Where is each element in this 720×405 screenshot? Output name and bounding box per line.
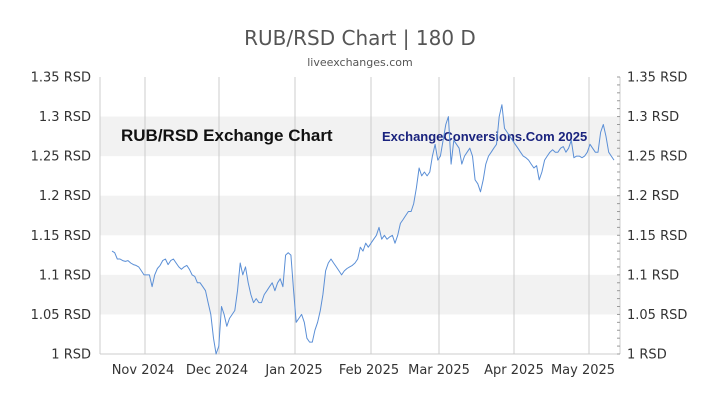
y-tick-label-left: 1.15 RSD [31, 229, 91, 244]
y-tick-label-right: 1.15 RSD [627, 229, 687, 244]
y-tick-label-right: 1 RSD [627, 348, 667, 363]
y-tick-label-left: 1.2 RSD [39, 189, 91, 204]
axes [99, 76, 621, 355]
y-tick-label-left: 1.3 RSD [39, 110, 91, 125]
y-tick-label-left: 1.35 RSD [31, 71, 91, 86]
x-tick-label: Nov 2024 [112, 363, 175, 378]
watermark-right: ExchangeConversions.Com 2025 [382, 129, 587, 144]
x-tick-label: Apr 2025 [484, 363, 544, 378]
y-axis-left: 1.35 RSD 1.3 RSD 1.25 RSD 1.2 RSD 1.15 RSD 1.… [31, 71, 91, 363]
watermark-left: RUB/RSD Exchange Chart [121, 126, 333, 145]
y-tick-label-right: 1.2 RSD [627, 189, 679, 204]
y-tick-label-right: 1.3 RSD [627, 110, 679, 125]
x-tick-label: Feb 2025 [339, 363, 399, 378]
y-axis-right: 1.35 RSD 1.3 RSD 1.25 RSD 1.2 RSD 1.15 RSD 1.… [627, 71, 687, 363]
chart-subtitle: liveexchanges.com [307, 56, 413, 69]
x-tick-label: May 2025 [551, 363, 615, 378]
band [100, 116, 620, 157]
x-tick-label: Dec 2024 [186, 363, 248, 378]
series-line [111, 104, 615, 355]
band [100, 195, 620, 236]
y-tick-label-right: 1.25 RSD [627, 150, 687, 165]
x-tick-label: Jan 2025 [264, 363, 322, 378]
x-tick-label: Mar 2025 [408, 363, 470, 378]
y-tick-label-left: 1.1 RSD [39, 268, 91, 283]
band [100, 274, 620, 315]
y-tick-label-left: 1 RSD [51, 348, 91, 363]
chart-title: RUB/RSD Chart | 180 D [244, 26, 476, 50]
vertical-gridlines [144, 77, 590, 354]
y-tick-label-right: 1.1 RSD [627, 268, 679, 283]
y-tick-label-right: 1.35 RSD [627, 71, 687, 86]
y-tick-label-left: 1.05 RSD [31, 308, 91, 323]
background-bands [100, 116, 620, 315]
x-axis: Nov 2024 Dec 2024 Jan 2025 Feb 2025 Mar 2025… [112, 363, 615, 378]
y-tick-label-left: 1.25 RSD [31, 150, 91, 165]
series-layer [111, 104, 615, 355]
y-tick-label-right: 1.05 RSD [627, 308, 687, 323]
